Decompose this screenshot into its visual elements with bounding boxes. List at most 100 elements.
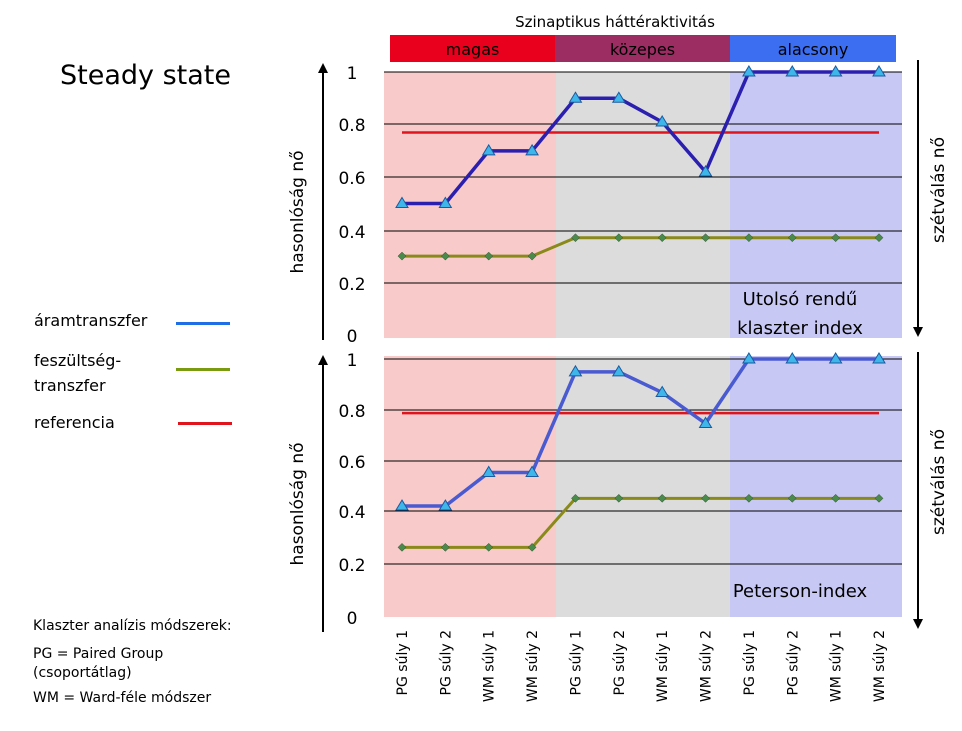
series-line-feszultsegtranszfer [402, 496, 879, 549]
legend-swatch-reference [178, 422, 232, 425]
methods-title: Klaszter analízis módszerek: [33, 618, 232, 634]
chart-panel-1: 0 0.2 0.4 0.6 0.8 1 hasonlóság nő szétválás nő U… [288, 60, 949, 347]
legend-label-current: áramtranszfer [34, 311, 148, 330]
header-title: Szinaptikus háttéraktivitás [515, 13, 715, 31]
data-point-feszultsegtranszfer [484, 542, 494, 552]
data-point-aramtranszfer [481, 465, 496, 478]
data-point-aramtranszfer [742, 65, 756, 77]
data-point-aramtranszfer [655, 114, 670, 127]
region-band-1 [555, 35, 730, 62]
data-point-feszultsegtranszfer [571, 233, 580, 243]
x-tick-label: PG súly 2 [438, 630, 454, 695]
data-point-feszultsegtranszfer [614, 493, 624, 503]
region-band-label-0: magas [446, 40, 500, 59]
y-tick-label: 1 [347, 64, 358, 84]
y-tick-label: 1 [347, 351, 358, 371]
x-tick-label: WM súly 1 [829, 630, 845, 702]
data-point-aramtranszfer [525, 143, 539, 156]
data-point-aramtranszfer [395, 499, 409, 511]
region-bg-1 [556, 72, 730, 338]
data-point-feszultsegtranszfer [614, 233, 624, 243]
data-point-aramtranszfer [655, 385, 670, 398]
region-bg-2 [730, 356, 902, 617]
data-point-aramtranszfer [698, 164, 713, 177]
data-point-aramtranszfer [785, 352, 800, 364]
methods-pg: PG = Paired Group (csoportátlag) [33, 646, 164, 681]
y-axis-label-right: szétválás nő [929, 137, 949, 243]
legend-swatch-voltage [176, 368, 230, 371]
region-band-label-1: közepes [610, 40, 675, 59]
x-tick-label: PG súly 2 [785, 630, 801, 695]
chart-panel-2: 0 0.2 0.4 0.6 0.8 1 hasonlóság nő szétválás nő P… [288, 351, 949, 632]
y-tick-label: 0.6 [338, 169, 365, 189]
data-point-aramtranszfer [872, 352, 886, 364]
y-tick-label: 0.4 [338, 223, 365, 243]
data-point-aramtranszfer [395, 196, 409, 208]
y-tick-label: 0.6 [338, 453, 365, 473]
data-point-feszultsegtranszfer [397, 542, 407, 552]
x-tick-label: WM súly 1 [655, 630, 671, 702]
y-axis-label-left: hasonlóság nő [288, 443, 308, 566]
data-point-feszultsegtranszfer [397, 251, 407, 261]
x-tick-label: PG súly 1 [742, 630, 758, 695]
data-point-feszultsegtranszfer [701, 493, 710, 503]
data-point-feszultsegtranszfer [874, 493, 884, 503]
y-axis-label-left: hasonlóság nő [288, 151, 308, 274]
data-point-feszultsegtranszfer [831, 493, 840, 503]
data-point-feszultsegtranszfer [441, 251, 450, 261]
legend-label-reference: referencia [34, 413, 115, 432]
y-tick-label: 0.4 [338, 503, 365, 523]
x-tick-label: PG súly 1 [568, 630, 584, 695]
series-line-feszultsegtranszfer [402, 236, 879, 258]
data-point-feszultsegtranszfer [441, 542, 450, 552]
x-tick-label: WM súly 2 [699, 630, 715, 702]
y-tick-label: 0.2 [338, 556, 365, 576]
data-point-feszultsegtranszfer [484, 251, 494, 261]
x-tick-label: WM súly 2 [872, 630, 888, 702]
data-point-aramtranszfer [828, 352, 843, 364]
data-point-aramtranszfer [438, 499, 453, 511]
data-point-aramtranszfer [525, 465, 539, 478]
data-point-aramtranszfer [568, 364, 583, 377]
data-point-aramtranszfer [785, 65, 800, 77]
data-point-feszultsegtranszfer [657, 233, 667, 243]
legend-label-voltage: feszültség- transzfer [34, 351, 122, 395]
y-tick-label: 0 [347, 327, 358, 347]
series-line-aramtranszfer [402, 70, 879, 206]
data-point-aramtranszfer [611, 91, 626, 103]
data-point-feszultsegtranszfer [787, 493, 797, 503]
data-point-feszultsegtranszfer [744, 233, 754, 243]
data-point-aramtranszfer [481, 143, 496, 156]
data-point-aramtranszfer [828, 65, 843, 77]
chart-title-line: Peterson-index [733, 581, 868, 602]
data-point-feszultsegtranszfer [527, 251, 537, 261]
y-tick-label: 0.2 [338, 275, 365, 295]
region-band-0 [390, 35, 555, 62]
data-point-aramtranszfer [872, 65, 886, 77]
data-point-aramtranszfer [742, 352, 756, 364]
data-point-feszultsegtranszfer [787, 233, 797, 243]
region-band-label-2: alacsony [778, 40, 849, 59]
data-point-aramtranszfer [698, 416, 713, 428]
data-point-aramtranszfer [438, 196, 453, 208]
x-tick-label: PG súly 1 [395, 630, 411, 695]
y-axis-label-right: szétválás nő [929, 429, 949, 535]
y-tick-label: 0 [347, 609, 358, 629]
chart-title-line: Utolsó rendű [743, 289, 858, 310]
data-point-aramtranszfer [611, 364, 626, 377]
series-line-aramtranszfer [402, 357, 879, 508]
data-point-feszultsegtranszfer [701, 233, 710, 243]
legend-swatch-current [176, 322, 230, 325]
chart-title-line: klaszter index [737, 318, 863, 339]
region-bg-1 [556, 356, 730, 617]
page-title: Steady state [60, 60, 231, 91]
data-point-feszultsegtranszfer [831, 233, 840, 243]
x-tick-label: WM súly 2 [525, 630, 541, 702]
data-point-feszultsegtranszfer [874, 233, 884, 243]
data-point-feszultsegtranszfer [657, 493, 667, 503]
y-tick-label: 0.8 [338, 116, 365, 136]
data-point-feszultsegtranszfer [571, 493, 580, 503]
x-tick-label: WM súly 1 [482, 630, 498, 702]
data-point-feszultsegtranszfer [744, 493, 754, 503]
